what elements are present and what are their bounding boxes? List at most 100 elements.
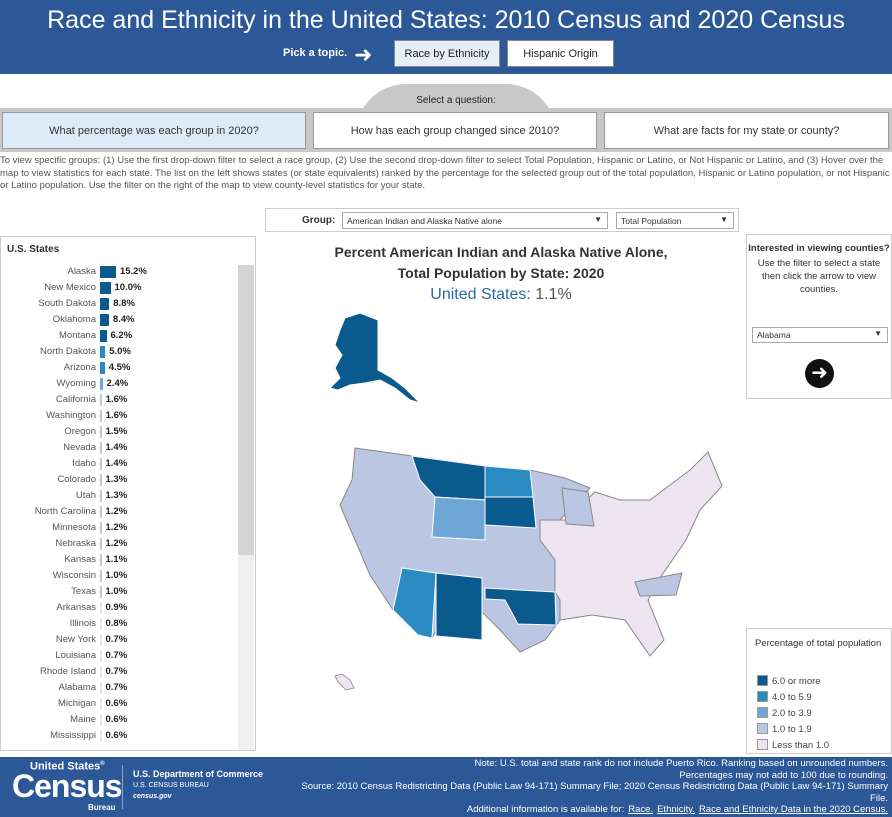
legend-item: 1.0 to 1.9 <box>757 723 812 736</box>
state-list-item[interactable]: Montana 6.2% <box>1 328 237 344</box>
state-bar <box>100 442 102 454</box>
state-value: 8.8% <box>113 298 135 309</box>
state-bar <box>100 570 102 582</box>
state-value: 1.6% <box>105 410 128 421</box>
state-hawaii[interactable] <box>334 673 355 691</box>
link-race[interactable]: Race. <box>628 804 654 815</box>
county-panel: Interested in viewing counties? Use the … <box>746 234 892 399</box>
state-bar <box>100 554 102 566</box>
site-link[interactable]: census.gov <box>133 793 172 800</box>
legend-label: 6.0 or more <box>772 676 821 687</box>
state-bar <box>100 426 102 438</box>
state-list-item[interactable]: Louisiana 0.7% <box>1 648 237 664</box>
state-list-item[interactable]: Idaho 1.4% <box>1 456 237 472</box>
link-ethnicity[interactable]: Ethnicity. <box>657 804 695 815</box>
state-value: 2.4% <box>106 378 129 389</box>
state-value: 1.5% <box>105 426 128 437</box>
state-dropdown[interactable]: Alabama ▼ <box>752 327 888 343</box>
state-bar <box>100 346 106 358</box>
state-new-mexico[interactable] <box>435 572 483 641</box>
state-north-carolina[interactable] <box>634 572 683 597</box>
state-list-item[interactable]: Arkansas 0.9% <box>1 600 237 616</box>
state-list-item[interactable]: Michigan 0.6% <box>1 696 237 712</box>
state-wyoming[interactable] <box>431 496 486 541</box>
state-value: 6.2% <box>110 330 133 341</box>
state-list-item[interactable]: Oregon 1.5% <box>1 424 237 440</box>
state-bar <box>100 458 102 470</box>
state-list-item[interactable]: Alabama 0.7% <box>1 680 237 696</box>
group-dropdown[interactable]: American Indian and Alaska Native alone ▼ <box>342 212 608 229</box>
scrollbar-thumb[interactable] <box>238 265 254 555</box>
state-bar <box>100 314 109 326</box>
state-list-item[interactable]: California 1.6% <box>1 392 237 408</box>
link-race-ethnicity-data[interactable]: Race and Ethnicity Data in the 2020 Cens… <box>698 804 888 815</box>
state-value: 4.5% <box>108 362 131 373</box>
population-dropdown[interactable]: Total Population ▼ <box>616 212 734 229</box>
state-list-item[interactable]: North Dakota 5.0% <box>1 344 237 360</box>
state-list-item[interactable]: Wyoming 2.4% <box>1 376 237 392</box>
question-percentage-button[interactable]: What percentage was each group in 2020? <box>2 112 306 149</box>
state-name: Texas <box>71 586 96 597</box>
us-total: United States: 1.1% <box>262 286 740 304</box>
state-list-item[interactable]: Rhode Island 0.7% <box>1 664 237 680</box>
state-list-item[interactable]: Wisconsin 1.0% <box>1 568 237 584</box>
state-name: Nebraska <box>55 538 96 549</box>
state-list-item[interactable]: Alaska 15.2% <box>1 264 237 280</box>
state-value: 0.7% <box>105 634 128 645</box>
state-bar <box>100 474 102 486</box>
note-rounding: Percentages may not add to 100 due to ro… <box>679 769 888 781</box>
arrow-right-circle-icon[interactable]: ➜ <box>805 359 834 388</box>
scrollbar[interactable] <box>238 265 254 750</box>
state-list-item[interactable]: Nevada 1.4% <box>1 440 237 456</box>
legend-swatch <box>757 739 768 750</box>
additional-info-label: Additional information is available for: <box>466 804 625 815</box>
state-list-item[interactable]: Kansas 1.1% <box>1 552 237 568</box>
state-list-item[interactable]: Texas 1.0% <box>1 584 237 600</box>
state-bar <box>100 618 102 630</box>
state-oklahoma[interactable] <box>484 587 557 626</box>
legend-item: Less than 1.0 <box>757 739 829 752</box>
county-help: Use the filter to select a state then cl… <box>757 258 881 295</box>
state-list-item[interactable]: Maine 0.6% <box>1 712 237 728</box>
state-name: Wyoming <box>56 378 96 389</box>
state-name: Illinois <box>69 618 96 629</box>
state-name: New York <box>55 634 96 645</box>
legend-item: 6.0 or more <box>757 675 821 688</box>
state-wisconsin[interactable] <box>561 487 595 527</box>
state-list-item[interactable]: Utah 1.3% <box>1 488 237 504</box>
state-list-item[interactable]: Illinois 0.8% <box>1 616 237 632</box>
state-list-item[interactable]: New Mexico 10.0% <box>1 280 237 296</box>
state-name: Nevada <box>63 442 96 453</box>
state-list-item[interactable]: Mississippi 0.6% <box>1 728 237 744</box>
state-south-dakota[interactable] <box>484 496 537 529</box>
state-list-item[interactable]: Arizona 4.5% <box>1 360 237 376</box>
map-title-line2: Total Population by State: 2020 <box>397 265 605 281</box>
state-value: 0.8% <box>105 618 128 629</box>
question-change-button[interactable]: How has each group changed since 2010? <box>313 112 597 149</box>
note-ranking: Note: U.S. total and state rank do not i… <box>474 758 888 769</box>
state-bar <box>100 586 102 598</box>
state-list-item[interactable]: Colorado 1.3% <box>1 472 237 488</box>
state-list-item[interactable]: Oklahoma 8.4% <box>1 312 237 328</box>
state-list-item[interactable]: Washington 1.6% <box>1 408 237 424</box>
chevron-down-icon: ▼ <box>874 329 882 338</box>
state-list-item[interactable]: Minnesota 1.2% <box>1 520 237 536</box>
state-list-item[interactable]: New York 0.7% <box>1 632 237 648</box>
state-alaska[interactable] <box>329 312 421 404</box>
state-name: Maine <box>70 714 96 725</box>
state-list-item[interactable]: Nebraska 1.2% <box>1 536 237 552</box>
state-bar <box>100 522 102 534</box>
question-facts-button[interactable]: What are facts for my state or county? <box>604 112 889 149</box>
state-name: Utah <box>75 490 96 501</box>
state-name: Wisconsin <box>52 570 96 581</box>
group-label: Group: <box>302 215 336 226</box>
state-value: 1.6% <box>105 394 128 405</box>
state-arizona[interactable] <box>392 567 437 639</box>
group-dropdown-value: American Indian and Alaska Native alone <box>347 216 502 226</box>
topic-race-by-ethnicity-button[interactable]: Race by Ethnicity <box>394 40 500 67</box>
state-list-item[interactable]: North Carolina 1.2% <box>1 504 237 520</box>
topic-hispanic-origin-button[interactable]: Hispanic Origin <box>507 40 614 67</box>
state-north-dakota[interactable] <box>484 465 534 498</box>
state-list-item[interactable]: South Dakota 8.8% <box>1 296 237 312</box>
